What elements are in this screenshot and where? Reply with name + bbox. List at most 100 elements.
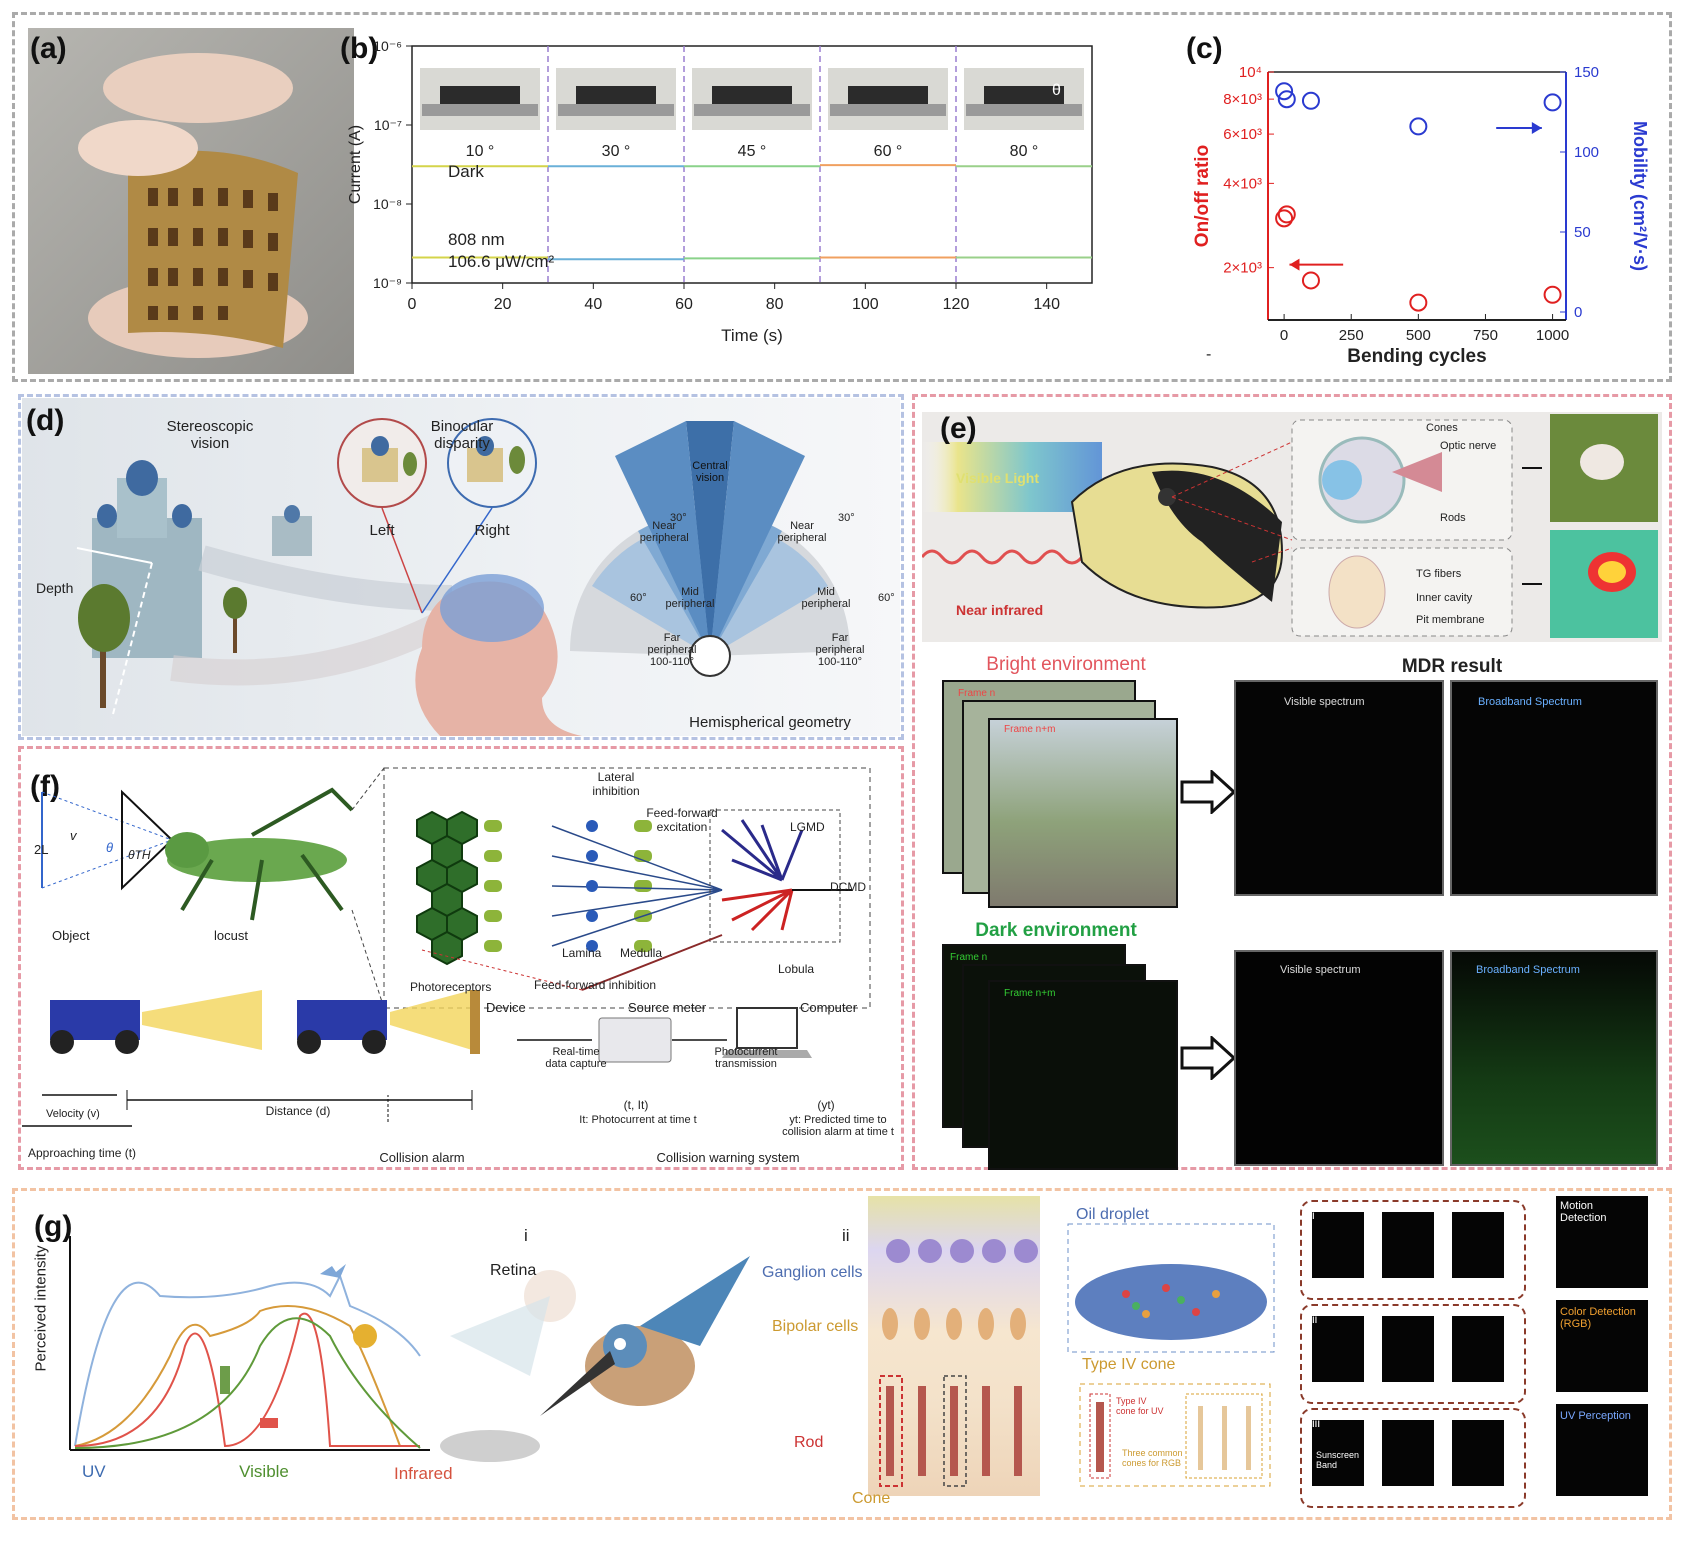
mdr-box-visible-1 [1234, 680, 1444, 896]
oil-droplet-illustration [1067, 1223, 1275, 1487]
c-yl-tick-label-4: 10⁴ [1239, 64, 1262, 81]
c-onoff-point-2 [1301, 271, 1320, 290]
b-angle-label-1: 30 ° [602, 143, 631, 160]
e-broad2: Broadband Spectrum [1476, 964, 1580, 976]
e-frame-nm2: Frame n+m [1004, 988, 1056, 999]
bright-frame-3 [988, 718, 1178, 908]
c-right-arrowhead [1531, 122, 1542, 134]
panel-g-kingfisher [440, 1256, 750, 1462]
retina-cells [879, 1239, 1038, 1487]
b-angle-label-4: 80 ° [1010, 143, 1039, 160]
b-angle-label-0: 10 ° [466, 143, 495, 160]
detect-row-2-box [1300, 1304, 1526, 1404]
head-icon [353, 1324, 377, 1348]
small-tree-icon [223, 587, 247, 653]
lgmd-neuron [721, 819, 852, 932]
small-castle-icon [272, 505, 312, 556]
f-distance: Distance (d) [265, 1104, 331, 1118]
d-near-l: Near peripheral [639, 520, 689, 544]
d-far-l: Far peripheral 100-110° [647, 632, 697, 668]
g-visible: Visible [239, 1462, 289, 1481]
c-yl-tick-label-0: 2×10³ [1223, 260, 1262, 277]
e-mdr: MDR result [1401, 656, 1503, 677]
g-ir: Infrared [394, 1464, 453, 1483]
g-uvp: UV Perception [1560, 1410, 1631, 1422]
detect-frame-2b [1382, 1316, 1434, 1382]
panel-e-frame [912, 394, 1672, 1170]
locust-icon [165, 787, 354, 921]
g-bipolar: Bipolar cells [772, 1318, 859, 1335]
g-oil: Oil droplet [1076, 1206, 1149, 1223]
f-computer: Computer [800, 1000, 858, 1015]
c-yl-tick-label-1: 4×10³ [1223, 175, 1262, 192]
panel-d-label: (d) [26, 404, 65, 437]
b-xtick-label-0: 0 [408, 296, 417, 313]
b-ytick-label-0: 10⁻⁹ [373, 275, 402, 291]
f-yt-desc: yt: Predicted time to collision alarm at… [782, 1114, 894, 1138]
c-onoff-point-0 [1275, 209, 1294, 228]
detect-frame-1c [1452, 1212, 1504, 1278]
c-yl-tick-label-2: 6×10³ [1223, 126, 1262, 143]
c-xtick-label-2: 500 [1406, 327, 1431, 344]
b-angle-label-2: 45 ° [738, 143, 767, 160]
c-xtick-label-0: 0 [1280, 327, 1288, 344]
b-angle-label-3: 60 ° [874, 143, 903, 160]
f-theta-th: θTH [128, 848, 151, 862]
f-2l: 2L [34, 842, 49, 857]
f-ffe: Feed-forward excitation [646, 806, 718, 834]
b-bending-rail-2 [694, 104, 810, 116]
f-pt: Photocurrent transmission [714, 1046, 778, 1070]
detect-row-1-box [1300, 1200, 1526, 1300]
g-i: i [524, 1226, 528, 1245]
c-yr-tick-label-3: 150 [1574, 64, 1599, 81]
dog-icon [260, 1418, 278, 1428]
b-bending-rail-0 [422, 104, 538, 116]
c-onoff-point-4 [1543, 285, 1562, 304]
g-type4: Type IV cone [1082, 1356, 1176, 1373]
f-it-desc: It: Photocurrent at time t [579, 1114, 697, 1126]
e-rods: Rods [1440, 512, 1466, 524]
f-device: Device [486, 1000, 526, 1015]
g-riii: iii [1312, 1416, 1320, 1430]
b-bending-rail-1 [558, 104, 674, 116]
g-ii: ii [842, 1226, 850, 1245]
c-mobility-point-0 [1275, 82, 1294, 101]
b-xtick-label-2: 40 [584, 296, 602, 313]
c-mobility-point-1 [1277, 90, 1296, 109]
e-cones: Cones [1426, 422, 1458, 434]
d-a30l: 30° [670, 512, 687, 524]
g-ri: i [1312, 1208, 1315, 1222]
tree-icon [78, 584, 130, 708]
c-mobility-point-3 [1409, 117, 1428, 136]
e-tg: TG fibers [1416, 568, 1462, 580]
mdr-box-broad-2 [1450, 950, 1658, 1166]
g-sunscreen: Sunscreen Band [1316, 1450, 1360, 1470]
d-depth: Depth [36, 580, 74, 596]
c-yr-tick-label-2: 100 [1574, 144, 1599, 161]
panel-b-theta: θ [1052, 82, 1061, 99]
detect-frame-1a [1312, 1212, 1364, 1278]
detect-frame-1b [1382, 1212, 1434, 1278]
detect-result-1 [1556, 1196, 1648, 1288]
panel-f-frame [18, 746, 904, 1170]
panel-a-label: (a) [30, 32, 67, 65]
f-tit: (t, It) [623, 1098, 649, 1112]
g-retina: Retina [490, 1262, 537, 1279]
b-xlabel: Time (s) [721, 326, 783, 345]
panel-g-spectrum [69, 1236, 430, 1451]
g-rod: Rod [794, 1434, 824, 1451]
g-ylabel: Perceived intensity [32, 1245, 50, 1372]
b-xtick-label-1: 20 [494, 296, 512, 313]
snake-head-icon [1070, 462, 1284, 609]
kingfisher-icon [540, 1256, 750, 1416]
f-cws: Collision warning system [656, 1150, 800, 1165]
row1-frame [12, 12, 1672, 382]
detect-frame-2c [1452, 1316, 1504, 1382]
f-lamina: Lamina [562, 946, 602, 960]
f-velocity: Velocity (v) [46, 1108, 100, 1120]
e-frame-n2: Frame n [950, 952, 988, 963]
e-vis1: Visible spectrum [1284, 696, 1365, 708]
bird-icon [320, 1264, 346, 1278]
mdr-box-broad-1 [1450, 680, 1658, 896]
d-left: Left [369, 522, 395, 539]
